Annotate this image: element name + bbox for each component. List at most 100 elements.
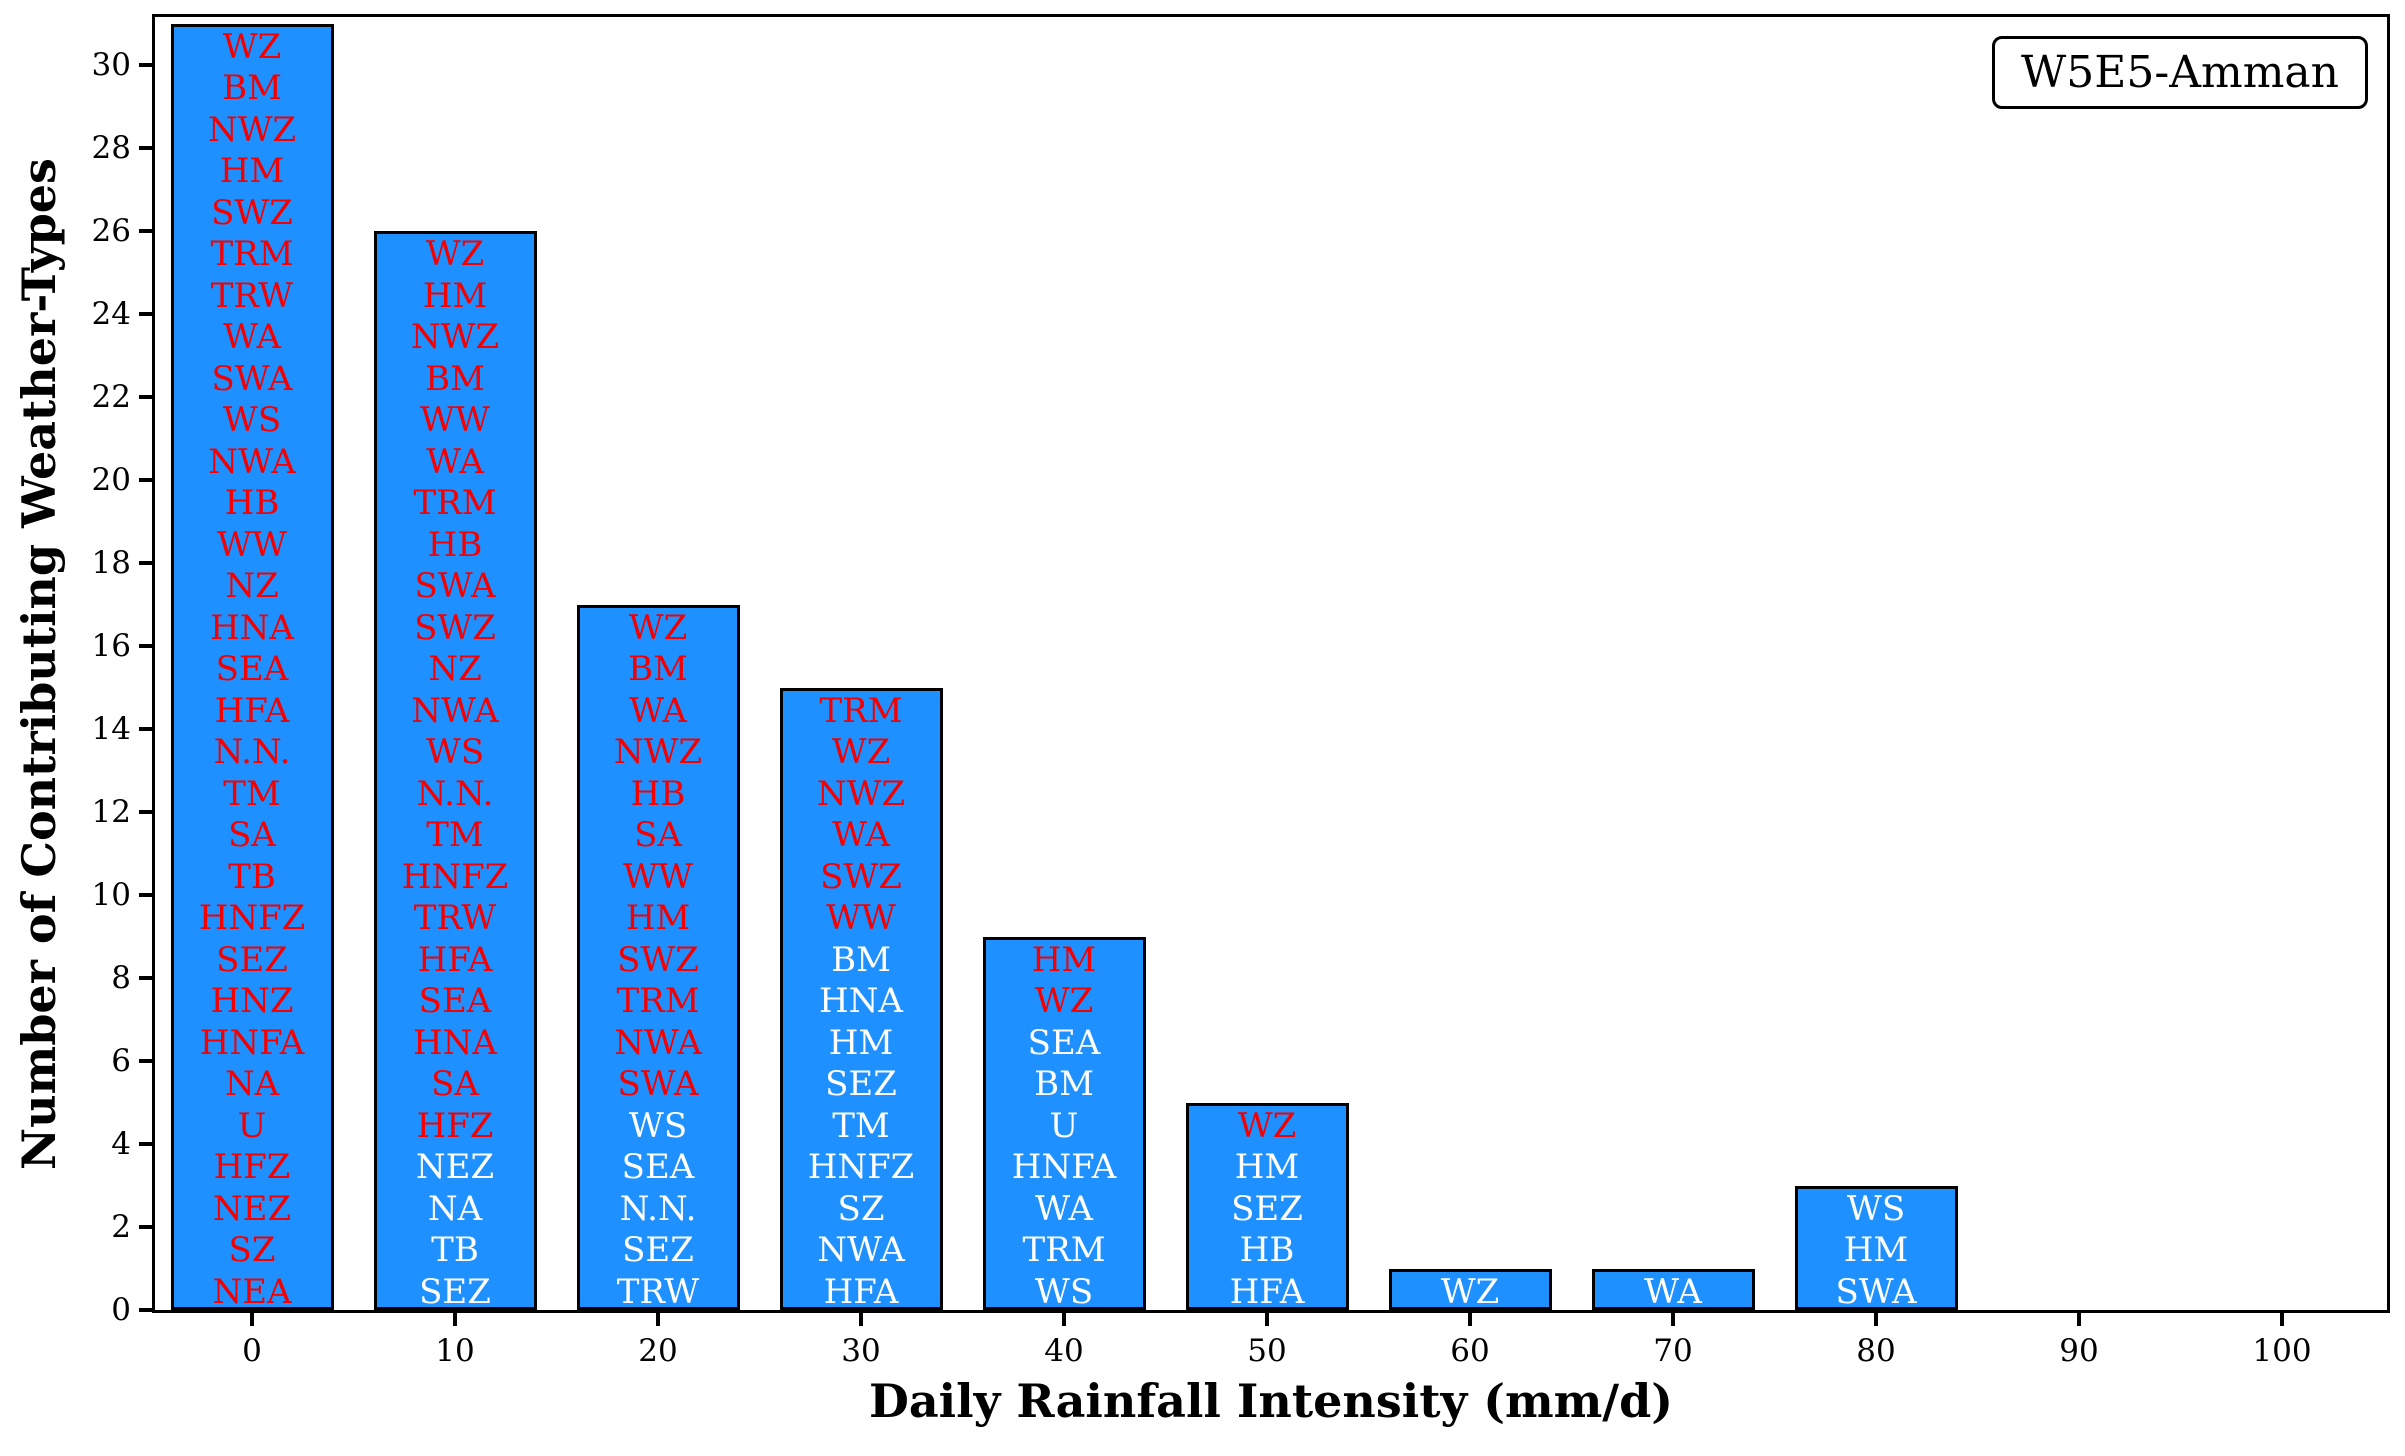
x-tick-mark: [1671, 1313, 1675, 1326]
bar-weather-type-label: HNFZ: [198, 898, 306, 938]
bar-weather-type-label: SEA: [1027, 1022, 1101, 1063]
bar-weather-type-label: NA: [427, 1188, 483, 1229]
x-tick-mark: [656, 1313, 660, 1326]
bar-weather-type-label: SWA: [414, 566, 496, 606]
y-tick-label: 10: [91, 876, 131, 913]
x-tick-mark: [2077, 1313, 2081, 1326]
bar-weather-type-label: TM: [426, 815, 484, 855]
bar-weather-type-label: SA: [634, 815, 682, 855]
bar: WZ HM SEZ HB HFA: [1185, 1102, 1349, 1312]
x-tick-mark: [1062, 1313, 1066, 1326]
bar: WS HM SWA: [1794, 1185, 1958, 1312]
bar-weather-type-label: HM: [219, 151, 285, 191]
bar-weather-type-label: WZ: [831, 732, 891, 772]
bar-weather-type-label: NA: [224, 1064, 280, 1104]
bar-weather-type-label: HM: [1031, 939, 1097, 980]
bar-weather-type-label: TRM: [819, 690, 903, 731]
bar-weather-type-label: NWZ: [410, 317, 500, 357]
bar-weather-type-label: BM: [831, 939, 891, 980]
x-tick-label: 30: [841, 1333, 881, 1369]
bar-weather-type-label: WA: [832, 815, 890, 855]
bar-weather-type-label: SWZ: [414, 607, 496, 648]
bar-weather-type-label: WS: [1034, 1271, 1094, 1312]
y-tick-mark: [139, 1308, 152, 1312]
y-tick-mark: [139, 644, 152, 648]
bar-weather-type-label: NEZ: [415, 1147, 495, 1187]
bar-weather-type-label: WW: [826, 898, 896, 938]
bar-weather-type-label: SWA: [1835, 1271, 1917, 1312]
y-axis-label: Number of Contributing Weather-Types: [12, 158, 66, 1170]
bar-weather-type-label: NWA: [411, 690, 499, 731]
x-tick-label: 40: [1044, 1333, 1084, 1369]
bar-weather-type-label: TRM: [413, 483, 497, 523]
bar: HM WZ SEA BM U HNFA WA TRM WS: [982, 936, 1146, 1312]
x-tick-label: 90: [2059, 1333, 2099, 1369]
bar-weather-type-label: HNFA: [199, 1022, 305, 1063]
bar-weather-type-label: WA: [629, 690, 687, 731]
bar-weather-type-label: NWA: [614, 1022, 702, 1063]
legend-label: W5E5-Amman: [2021, 47, 2339, 98]
x-tick-label: 100: [2252, 1333, 2312, 1369]
bar-weather-type-label: TRM: [1022, 1230, 1106, 1270]
bar-weather-type-label: NEA: [212, 1271, 292, 1312]
bar-weather-type-label: SWZ: [820, 856, 902, 897]
bar-weather-type-label: HNFA: [1011, 1147, 1117, 1187]
bar-weather-type-label: WW: [623, 856, 693, 897]
bar-weather-type-label: NWA: [208, 441, 296, 482]
x-tick-label: 20: [638, 1333, 678, 1369]
bar-weather-type-label: WA: [223, 317, 281, 357]
y-tick-label: 26: [91, 212, 131, 249]
bar-weather-type-label: HNA: [413, 1022, 497, 1063]
bar-weather-type-label: U: [1049, 1105, 1079, 1146]
y-tick-mark: [139, 229, 152, 233]
plot-area: WZ BM NWZ HM SWZ TRM TRW WA SWA WS NWA HB WW NZ HNA SEA…: [152, 14, 2390, 1313]
bar-weather-type-label: NWZ: [816, 773, 906, 814]
y-tick-mark: [139, 1142, 152, 1146]
bar-weather-type-label: HB: [224, 483, 280, 523]
y-tick-label: 28: [91, 129, 131, 166]
y-tick-mark: [139, 312, 152, 316]
legend-box: W5E5-Amman: [1992, 36, 2368, 109]
x-tick-label: 60: [1450, 1333, 1490, 1369]
bar-weather-type-label: WZ: [1034, 981, 1094, 1021]
bar-weather-type-label: HM: [1234, 1147, 1300, 1187]
y-tick-label: 12: [91, 793, 131, 830]
bar-weather-type-label: TRM: [616, 981, 700, 1021]
bar-weather-type-label: WS: [222, 400, 282, 440]
bar: TRM WZ NWZ WA SWZ WW BM HNA HM SEZ TM HNFZ SZ NWA HFA: [779, 687, 943, 1312]
x-tick-label: 0: [242, 1333, 262, 1369]
bar-weather-type-label: WW: [420, 400, 490, 440]
bar-weather-type-label: SEZ: [1231, 1188, 1303, 1229]
bar-weather-type-label: HNZ: [210, 981, 294, 1021]
bar-weather-type-label: U: [237, 1105, 267, 1146]
bar-weather-type-label: HM: [625, 898, 691, 938]
y-tick-mark: [139, 810, 152, 814]
bar: WZ BM NWZ HM SWZ TRM TRW WA SWA WS NWA HB WW NZ HNA SEA…: [170, 23, 334, 1312]
x-tick-mark: [859, 1313, 863, 1326]
bar-weather-type-label: SWA: [211, 358, 293, 399]
y-tick-mark: [139, 1225, 152, 1229]
x-tick-label: 70: [1653, 1333, 1693, 1369]
y-tick-label: 24: [91, 295, 131, 332]
x-tick-mark: [250, 1313, 254, 1326]
bar-weather-type-label: TRM: [210, 234, 294, 274]
bar-weather-type-label: BM: [628, 649, 688, 689]
y-tick-mark: [139, 976, 152, 980]
x-axis-label: Daily Rainfall Intensity (mm/d): [868, 1374, 1674, 1428]
bar-weather-type-label: SEA: [621, 1147, 695, 1187]
y-tick-mark: [139, 893, 152, 897]
bar-weather-type-label: WZ: [628, 607, 688, 648]
y-tick-mark: [139, 146, 152, 150]
y-tick-mark: [139, 1059, 152, 1063]
bar-weather-type-label: SZ: [228, 1230, 276, 1270]
x-tick-label: 80: [1856, 1333, 1896, 1369]
bar-weather-type-label: HFA: [214, 690, 290, 731]
y-tick-label: 22: [91, 378, 131, 415]
bar-weather-type-label: WZ: [1440, 1271, 1500, 1312]
bar-weather-type-label: HM: [828, 1022, 894, 1063]
bar-weather-type-label: WZ: [425, 234, 485, 274]
bar-weather-type-label: WZ: [1237, 1105, 1297, 1146]
bar-weather-type-label: SA: [431, 1064, 479, 1104]
bar-weather-type-label: SWA: [617, 1064, 699, 1104]
bar-weather-type-label: WS: [1846, 1188, 1906, 1229]
